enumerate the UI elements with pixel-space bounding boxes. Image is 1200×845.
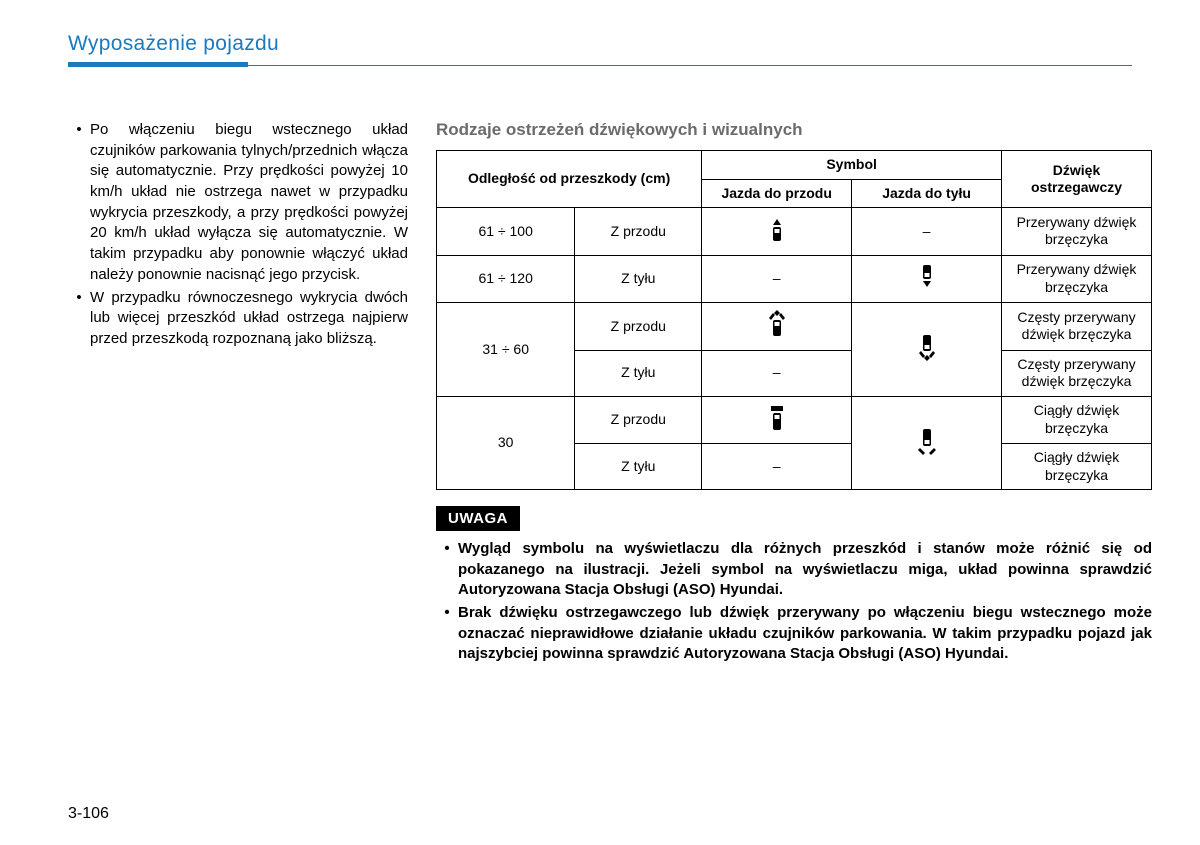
bullet-dot: • [68,288,90,350]
notice-text: Wygląd symbolu na wyświetlaczu dla różny… [458,539,1152,601]
sensor-front-mid-icon [763,308,791,340]
cell-distance: 30 [437,396,575,490]
bullet-item: • W przypadku równoczesnego wykrycia dwó… [68,288,408,350]
page-header: Wyposażenie pojazdu [68,32,1132,64]
cell-where: Z przodu [575,208,702,256]
warning-table: Odległość od przeszkody (cm) Symbol Dźwi… [436,150,1152,490]
cell-sound: Częsty przerywany dźwięk brzęczyka [1002,350,1152,396]
cell-where: Z przodu [575,396,702,444]
cell-sound: Ciągły dźwięk brzęczyka [1002,444,1152,490]
notice-label: UWAGA [436,506,520,531]
cell-distance: 61 ÷ 120 [437,255,575,303]
table-row: 61 ÷ 100 Z przodu – Przerywany dźwięk br… [437,208,1152,256]
sensor-rear-far-icon [913,261,941,293]
sensor-front-far-icon [763,213,791,245]
right-column: Rodzaje ostrzeżeń dźwiękowych i wizualny… [436,120,1152,667]
bullet-dot: • [68,120,90,286]
notice-item: • Brak dźwięku ostrzegawczego lub dźwięk… [436,603,1152,665]
sensor-rear-mid-icon [913,331,941,363]
cell-forward-icon [702,396,852,444]
cell-distance: 31 ÷ 60 [437,303,575,397]
cell-forward: – [702,350,852,396]
cell-where: Z tyłu [575,255,702,303]
subsection-title: Rodzaje ostrzeżeń dźwiękowych i wizualny… [436,120,1152,140]
cell-where: Z tyłu [575,350,702,396]
cell-where: Z tyłu [575,444,702,490]
bullet-item: • Po włączeniu biegu wstecznego układ cz… [68,120,408,286]
title-underline [68,62,1132,64]
section-title: Wyposażenie pojazdu [68,32,1132,62]
cell-backward-icon [852,396,1002,490]
cell-sound: Ciągły dźwięk brzęczyka [1002,396,1152,444]
cell-where: Z przodu [575,303,702,351]
cell-forward: – [702,255,852,303]
th-sound: Dźwięk ostrzegawczy [1002,151,1152,208]
th-forward: Jazda do przodu [702,179,852,208]
notice-text: Brak dźwięku ostrzegawczego lub dźwięk p… [458,603,1152,665]
cell-distance: 61 ÷ 100 [437,208,575,256]
table-row: 31 ÷ 60 Z przodu Częsty przerywany dźwię… [437,303,1152,351]
cell-forward: – [702,444,852,490]
th-symbol: Symbol [702,151,1002,180]
bullet-dot: • [436,539,458,601]
bullet-text: Po włączeniu biegu wstecznego układ czuj… [90,120,408,286]
page-number: 3-106 [68,805,109,823]
cell-backward-icon [852,255,1002,303]
sensor-front-close-icon [763,402,791,434]
cell-forward-icon [702,208,852,256]
cell-backward-icon [852,303,1002,397]
bullet-text: W przypadku równoczesnego wykrycia dwóch… [90,288,408,350]
bullet-dot: • [436,603,458,665]
cell-sound: Częsty przerywany dźwięk brzęczyka [1002,303,1152,351]
table-header-row: Odległość od przeszkody (cm) Symbol Dźwi… [437,151,1152,180]
cell-forward-icon [702,303,852,351]
sensor-rear-close-icon [913,425,941,457]
cell-sound: Przerywany dźwięk brzęczyka [1002,208,1152,256]
th-distance: Odległość od przeszkody (cm) [437,151,702,208]
th-backward: Jazda do tyłu [852,179,1002,208]
table-row: 61 ÷ 120 Z tyłu – Przerywany dźwięk brzę… [437,255,1152,303]
cell-backward: – [852,208,1002,256]
left-column: • Po włączeniu biegu wstecznego układ cz… [68,120,408,667]
notice-list: • Wygląd symbolu na wyświetlaczu dla róż… [436,539,1152,665]
table-row: 30 Z przodu Ciągły dźwięk brzęczyka [437,396,1152,444]
cell-sound: Przerywany dźwięk brzęczyka [1002,255,1152,303]
notice-item: • Wygląd symbolu na wyświetlaczu dla róż… [436,539,1152,601]
